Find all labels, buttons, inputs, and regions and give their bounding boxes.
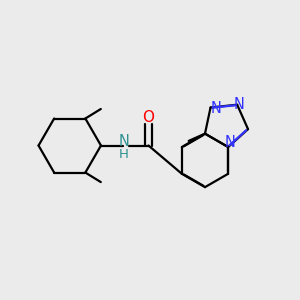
Text: H: H [119, 148, 129, 161]
Text: N: N [119, 134, 130, 149]
Text: O: O [142, 110, 154, 125]
Text: N: N [211, 101, 221, 116]
Text: N: N [225, 135, 236, 150]
Text: N: N [233, 97, 244, 112]
